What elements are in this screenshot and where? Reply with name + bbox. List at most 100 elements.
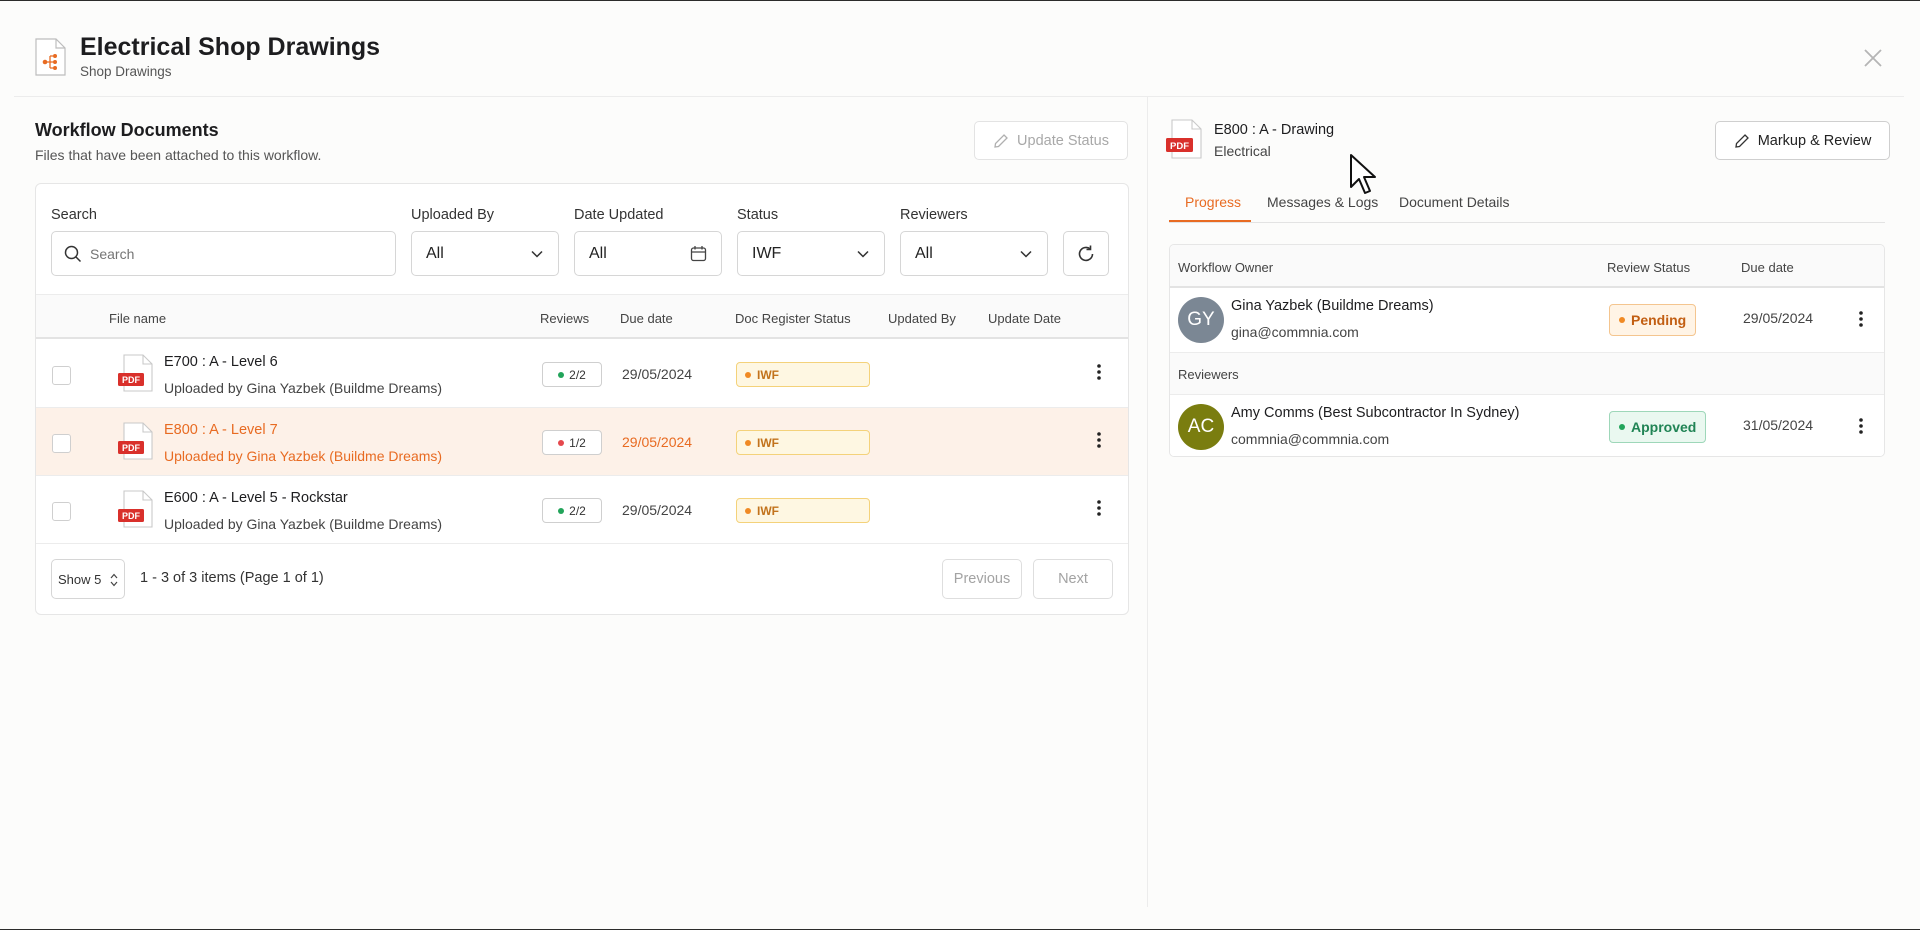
workflow-document-icon xyxy=(35,38,66,76)
more-vertical-icon[interactable] xyxy=(1858,416,1864,436)
status-dot xyxy=(745,371,751,378)
uploaded-by-text: Uploaded by Gina Yazbek (Buildme Dreams) xyxy=(164,448,443,464)
markup-review-label: Markup & Review xyxy=(1757,132,1872,149)
modal-header: Electrical Shop Drawings Shop Drawings xyxy=(14,1,1904,97)
pdf-file-icon: PDF xyxy=(1166,119,1202,159)
table-row[interactable]: PDF E800 : A - Level 7 Uploaded by Gina Ya… xyxy=(36,408,1128,476)
chevron-down-icon xyxy=(531,250,543,258)
reviews-count: 2/2 xyxy=(569,503,586,518)
doc-register-status: IWF xyxy=(757,503,779,518)
reviews-badge: 2/2 xyxy=(542,498,602,523)
update-status-label: Update Status xyxy=(1017,132,1109,149)
due-date: 29/05/2024 xyxy=(622,366,693,382)
status-badge: IWF xyxy=(736,362,870,387)
search-field[interactable] xyxy=(51,231,396,276)
row-checkbox[interactable] xyxy=(52,434,71,453)
table-row[interactable]: PDF E600 : A - Level 5 - Rockstar Uploaded… xyxy=(36,476,1128,544)
col-update-date: Update Date xyxy=(988,311,1061,326)
svg-text:PDF: PDF xyxy=(1170,141,1189,152)
col-doc-register-status: Doc Register Status xyxy=(735,311,851,326)
approved-dot xyxy=(1619,424,1625,430)
page-title: Electrical Shop Drawings xyxy=(80,33,381,61)
reviewers-filter-value: All xyxy=(915,244,933,262)
workflow-documents-subtitle: Files that have been attached to this wo… xyxy=(35,147,322,163)
date-updated-label: Date Updated xyxy=(574,207,664,223)
search-input[interactable] xyxy=(90,245,370,262)
file-name[interactable]: E700 : A - Level 6 xyxy=(164,354,278,370)
previous-button[interactable]: Previous xyxy=(942,559,1022,599)
table-header: File name Reviews Due date Doc Register … xyxy=(36,294,1128,339)
pdf-file-icon: PDF xyxy=(118,354,153,392)
review-dot xyxy=(558,371,565,378)
status-badge: Approved xyxy=(1609,411,1707,443)
status-dot xyxy=(745,507,751,514)
page-subtitle: Shop Drawings xyxy=(80,64,172,79)
page-size-value: Show 5 xyxy=(58,571,102,587)
next-button[interactable]: Next xyxy=(1033,559,1113,599)
doc-register-status: IWF xyxy=(757,367,779,382)
status-dot xyxy=(745,439,751,446)
tab-messages-logs[interactable]: Messages & Logs xyxy=(1267,194,1379,210)
search-label: Search xyxy=(51,207,97,223)
date-updated-value: All xyxy=(589,244,607,262)
pdf-file-icon: PDF xyxy=(118,490,153,528)
table-row[interactable]: PDF E700 : A - Level 6 Uploaded by Gina Ya… xyxy=(36,340,1128,408)
reviewer-status: Approved xyxy=(1631,419,1697,435)
reviews-badge: 1/2 xyxy=(542,430,602,455)
uploaded-by-label: Uploaded By xyxy=(411,207,495,223)
status-filter-label: Status xyxy=(737,207,779,223)
col-review-status: Review Status xyxy=(1607,260,1691,275)
date-updated-picker[interactable]: All xyxy=(574,231,722,276)
more-vertical-icon[interactable] xyxy=(1096,362,1102,382)
uploaded-by-value: All xyxy=(426,244,444,262)
status-badge: IWF xyxy=(736,498,870,523)
page-size-select[interactable]: Show 5 xyxy=(51,559,125,599)
updown-icon xyxy=(110,573,118,587)
detail-tabs: Progress Messages & Logs Document Detail… xyxy=(1169,182,1885,223)
close-icon[interactable] xyxy=(1862,47,1884,69)
search-icon xyxy=(64,245,82,263)
reviews-badge: 2/2 xyxy=(542,362,602,387)
reviews-count: 2/2 xyxy=(569,367,586,382)
uploaded-by-select[interactable]: All xyxy=(411,231,559,276)
more-vertical-icon[interactable] xyxy=(1096,430,1102,450)
status-badge: Pending xyxy=(1609,304,1697,336)
review-dot xyxy=(558,507,565,514)
svg-text:PDF: PDF xyxy=(122,511,141,521)
status-select[interactable]: IWF xyxy=(737,231,885,276)
owner-name: Gina Yazbek (Buildme Dreams) xyxy=(1231,298,1434,314)
owner-row: GY Gina Yazbek (Buildme Dreams) gina@com… xyxy=(1170,288,1884,351)
markup-review-button[interactable]: Markup & Review xyxy=(1715,121,1890,160)
avatar: GY xyxy=(1178,297,1224,343)
reviews-count: 1/2 xyxy=(569,435,586,450)
reviewer-email: commnia@commnia.com xyxy=(1231,431,1390,447)
selected-file-title: E800 : A - Drawing xyxy=(1214,122,1335,138)
owner-due-date: 29/05/2024 xyxy=(1743,310,1814,326)
pending-dot xyxy=(1619,317,1625,323)
workflow-documents-title: Workflow Documents xyxy=(35,120,219,140)
tab-progress[interactable]: Progress xyxy=(1185,194,1242,210)
review-dot xyxy=(558,439,565,446)
more-vertical-icon[interactable] xyxy=(1858,309,1864,329)
col-updated-by: Updated By xyxy=(888,311,956,326)
col-workflow-owner: Workflow Owner xyxy=(1178,260,1274,275)
more-vertical-icon[interactable] xyxy=(1096,498,1102,518)
reviewers-label: Reviewers xyxy=(1178,367,1239,382)
pencil-icon xyxy=(1734,133,1749,148)
row-checkbox[interactable] xyxy=(52,502,71,521)
col-due-date: Due date xyxy=(1741,260,1794,275)
refresh-button[interactable] xyxy=(1063,231,1109,276)
row-checkbox[interactable] xyxy=(52,366,71,385)
svg-text:PDF: PDF xyxy=(122,375,141,385)
update-status-button[interactable]: Update Status xyxy=(974,121,1128,160)
file-name[interactable]: E600 : A - Level 5 - Rockstar xyxy=(164,490,348,506)
panel-divider xyxy=(1147,97,1148,907)
reviewers-select[interactable]: All xyxy=(900,231,1048,276)
file-name[interactable]: E800 : A - Level 7 xyxy=(164,422,278,438)
progress-table: Workflow Owner Review Status Due date GY… xyxy=(1169,244,1885,457)
tab-document-details[interactable]: Document Details xyxy=(1399,194,1510,210)
svg-text:PDF: PDF xyxy=(122,443,141,453)
col-due-date: Due date xyxy=(620,311,673,326)
status-filter-value: IWF xyxy=(752,244,782,262)
